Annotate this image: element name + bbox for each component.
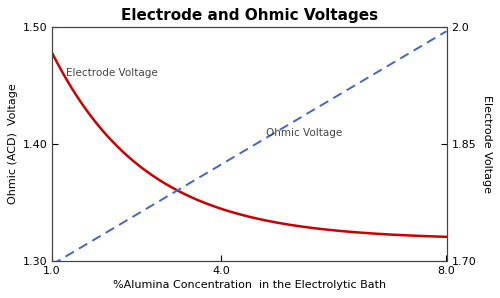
X-axis label: %Alumina Concentration  in the Electrolytic Bath: %Alumina Concentration in the Electrolyt… xyxy=(112,280,386,290)
Text: Ohmic Voltage: Ohmic Voltage xyxy=(266,128,342,138)
Text: Electrode Voltage: Electrode Voltage xyxy=(66,68,158,78)
Y-axis label: Ohmic (ACD)  Voltage: Ohmic (ACD) Voltage xyxy=(8,83,18,204)
Y-axis label: Electrode Voltage: Electrode Voltage xyxy=(482,95,492,193)
Title: Electrode and Ohmic Voltages: Electrode and Ohmic Voltages xyxy=(120,8,378,23)
